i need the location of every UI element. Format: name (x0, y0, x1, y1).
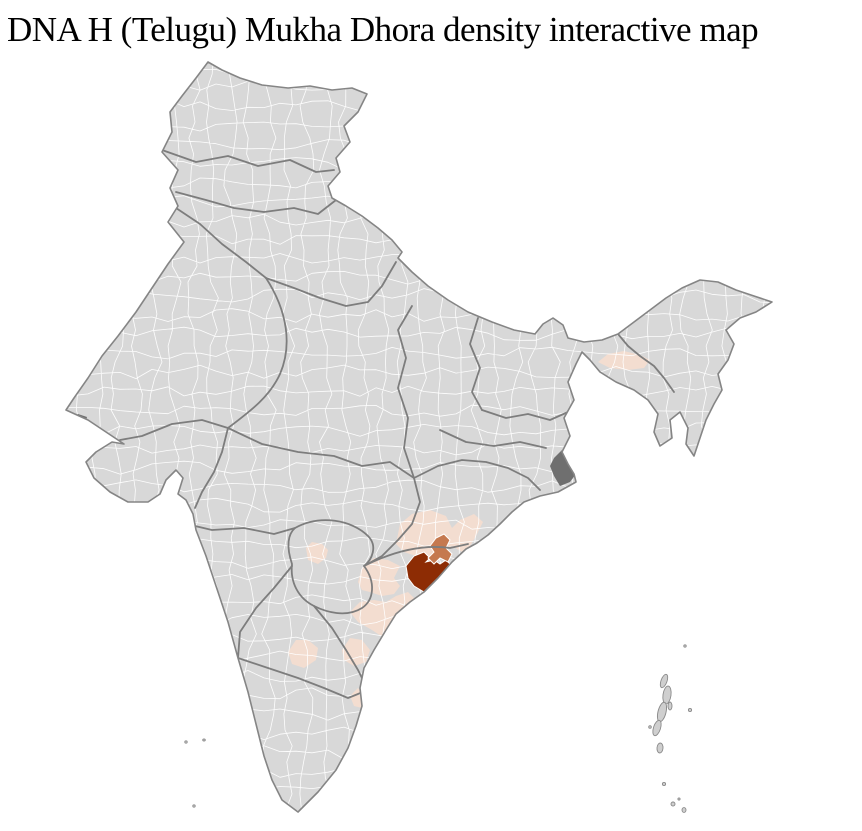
state-border-2 (175, 191, 337, 215)
island-16 (192, 804, 196, 808)
state-border-12 (481, 409, 569, 421)
state-border-15 (363, 543, 469, 567)
state-border-18 (237, 565, 293, 659)
island-8 (656, 742, 664, 754)
island-10 (661, 781, 667, 787)
district-low-5[interactable] (288, 640, 318, 668)
state-border-7 (194, 427, 229, 509)
page-title: DNA H (Telugu) Mukha Dhora density inter… (7, 10, 759, 49)
state-border-14 (363, 477, 421, 567)
district-low-2[interactable] (358, 558, 400, 596)
island-2 (662, 685, 672, 705)
island-14 (184, 740, 188, 744)
island-9 (683, 644, 687, 648)
island-12 (681, 807, 687, 813)
state-border-4 (265, 261, 397, 307)
state-border-13 (439, 429, 547, 449)
island-13 (677, 797, 681, 801)
island-11 (670, 801, 676, 807)
state-border-16 (287, 519, 375, 615)
state-border-3 (175, 207, 267, 279)
state-border-9 (397, 305, 415, 479)
india-outline (65, 61, 773, 813)
island-15 (202, 738, 206, 742)
state-border-10 (413, 459, 541, 491)
island-7 (648, 725, 652, 729)
state-border-11 (469, 317, 483, 411)
state-border-6 (119, 419, 229, 441)
state-border-8 (227, 427, 415, 479)
india-landmass (66, 62, 772, 812)
state-border-20 (237, 657, 369, 699)
island-1 (659, 673, 669, 689)
state-border-22 (617, 333, 675, 393)
island-5 (667, 701, 673, 711)
district-medium-1[interactable] (427, 533, 453, 565)
india-base[interactable] (66, 62, 772, 812)
state-border-19 (313, 605, 369, 691)
district-low-4[interactable] (306, 542, 328, 564)
state-border-5 (227, 277, 288, 429)
island-6 (687, 707, 693, 713)
state-border-1 (161, 149, 335, 173)
district-low-6[interactable] (342, 638, 370, 666)
island-4 (652, 719, 662, 737)
island-3 (656, 701, 668, 723)
district-low-8[interactable] (598, 351, 650, 370)
state-border-17 (177, 521, 296, 535)
